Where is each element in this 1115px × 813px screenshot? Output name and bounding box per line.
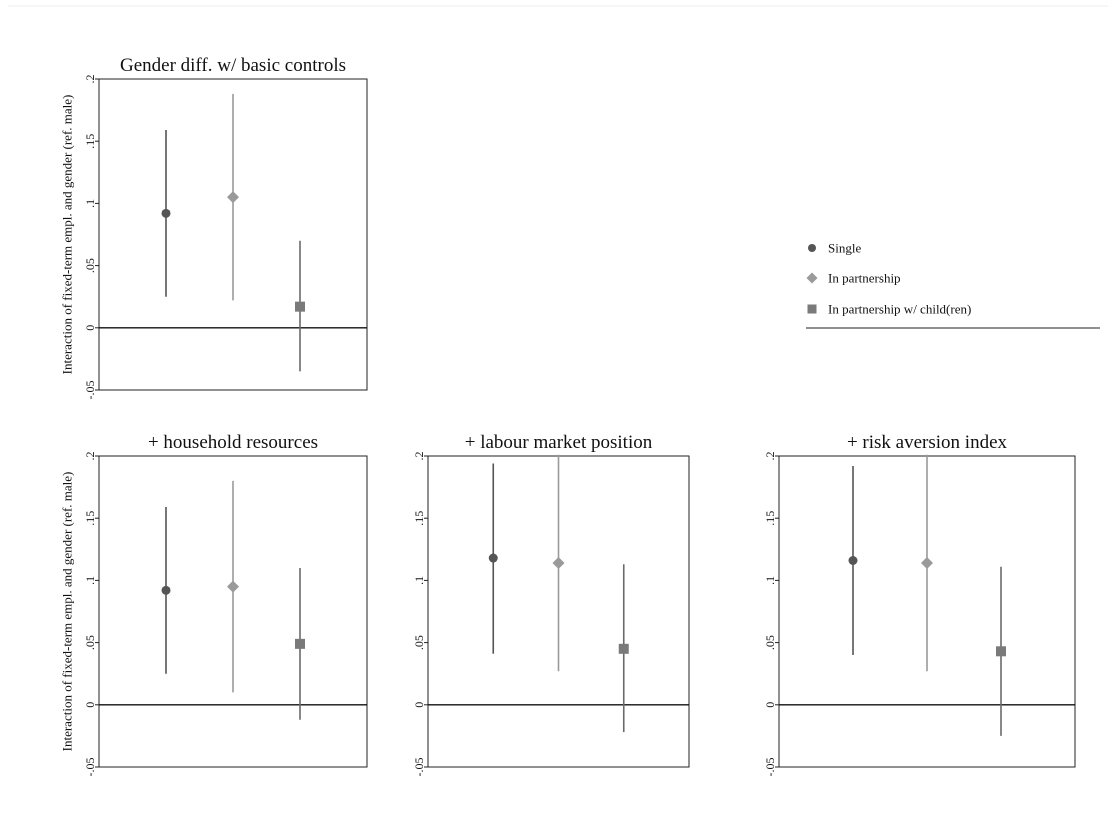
point-in-partnership-gender-diff-w-basic-controls <box>227 191 239 204</box>
y-tick-label: .05 <box>83 635 97 650</box>
plot-frame <box>98 78 368 391</box>
legend-label: In partnership <box>828 271 901 286</box>
y-tick-label: -.05 <box>412 758 426 777</box>
y-axis-label: Interaction of fixed-term empl. and gend… <box>60 95 75 375</box>
point-in-partnership-w-child-ren-household-resources <box>295 638 305 649</box>
y-tick-label: .1 <box>412 576 426 585</box>
point-in-partnership-labour-market-position <box>552 556 565 569</box>
y-tick-label: .2 <box>83 452 97 461</box>
panel-labour-market-position: + labour market position -.05 0 .05 .1 .15 .2 <box>412 432 690 777</box>
point-in-partnership-w-child-ren-risk-aversion-index <box>996 646 1006 657</box>
y-tick-label: 0 <box>412 702 426 708</box>
y-tick-label: .2 <box>763 452 777 461</box>
legend: Single In partnership In partnership w/ ch… <box>806 241 1100 329</box>
y-tick-label: .05 <box>83 258 97 273</box>
y-tick-label: 0 <box>763 702 777 708</box>
panel-gender-diff-w-basic-controls: Gender diff. w/ basic controls -.05 0 .05 .1… <box>60 55 368 400</box>
point-single-labour-market-position <box>488 553 498 563</box>
panel-risk-aversion-index: + risk aversion index -.05 0 .05 .1 .15 .2 <box>763 432 1076 777</box>
legend-item-in-partnership: In partnership <box>806 271 901 286</box>
panel-title: + household resources <box>148 432 318 453</box>
y-tick-label: .2 <box>412 452 426 461</box>
y-tick-label: .1 <box>83 576 97 585</box>
legend-item-single: Single <box>808 241 861 256</box>
y-tick-label: .1 <box>763 576 777 585</box>
y-tick-label: .15 <box>763 511 777 526</box>
panel-title: + labour market position <box>465 432 653 453</box>
y-tick-label: -.05 <box>83 381 97 400</box>
legend-marker <box>807 304 817 314</box>
legend-label: In partnership w/ child(ren) <box>828 302 971 317</box>
legend-marker <box>806 272 818 284</box>
point-single-gender-diff-w-basic-controls <box>161 208 171 218</box>
point-in-partnership-risk-aversion-index <box>921 556 933 569</box>
y-tick-label: .1 <box>83 199 97 208</box>
y-tick-label: .15 <box>412 511 426 526</box>
y-tick-label: 0 <box>83 325 97 331</box>
point-single-risk-aversion-index <box>848 555 858 565</box>
panel-title: Gender diff. w/ basic controls <box>120 55 346 76</box>
point-single-household-resources <box>161 585 171 595</box>
panel-title: + risk aversion index <box>847 432 1008 453</box>
y-tick-label: .05 <box>412 635 426 650</box>
plot-frame <box>98 455 368 768</box>
legend-label: Single <box>828 241 861 256</box>
y-tick-label: 0 <box>83 702 97 708</box>
y-tick-label: -.05 <box>763 758 777 777</box>
point-in-partnership-w-child-ren-gender-diff-w-basic-controls <box>295 301 305 312</box>
point-in-partnership-w-child-ren-labour-market-position <box>618 643 629 654</box>
legend-item-in-partnership-w-child-ren: In partnership w/ child(ren) <box>807 302 971 317</box>
legend-marker <box>808 244 816 252</box>
panels-group: Gender diff. w/ basic controls -.05 0 .05 .1… <box>60 55 1076 777</box>
y-axis-label: Interaction of fixed-term empl. and gend… <box>60 472 75 752</box>
y-tick-label: .05 <box>763 635 777 650</box>
point-in-partnership-household-resources <box>227 580 239 593</box>
y-tick-label: .15 <box>83 511 97 526</box>
y-tick-label: .2 <box>83 75 97 84</box>
y-tick-label: .15 <box>83 134 97 149</box>
panel-household-resources: + household resources -.05 0 .05 .1 .15 .2 Inte… <box>60 432 368 777</box>
y-tick-label: -.05 <box>83 758 97 777</box>
